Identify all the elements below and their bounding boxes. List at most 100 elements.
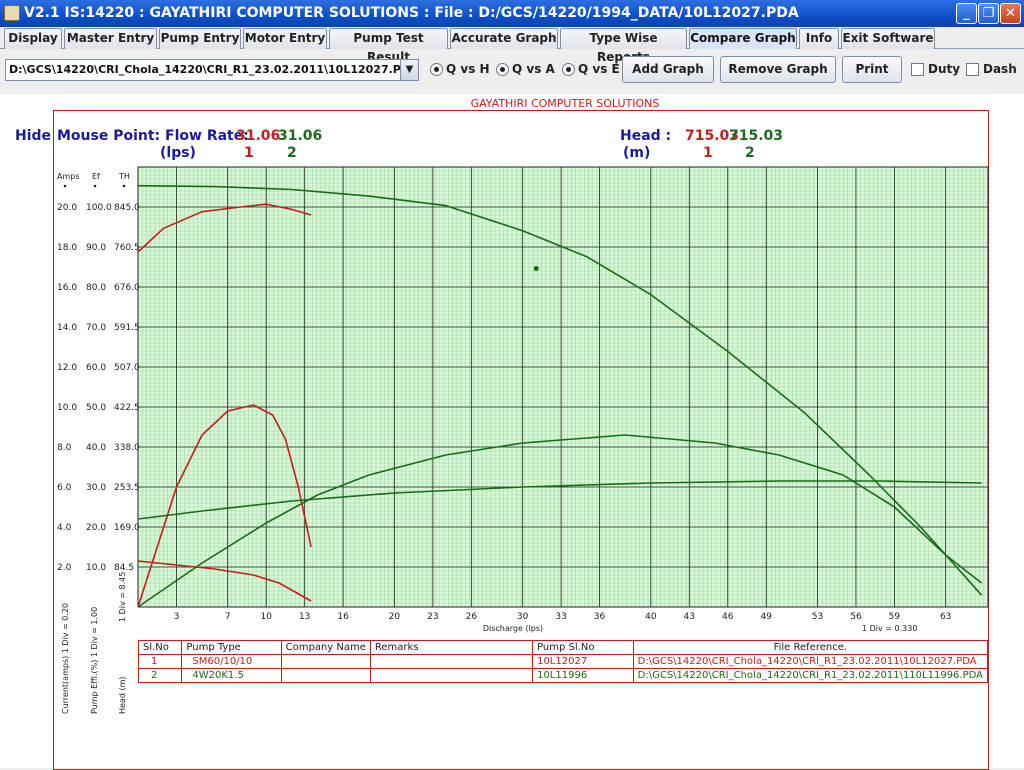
x-tick-label: 56 [850,612,862,622]
head-tick-label: 169.0 [114,523,140,533]
tab-compare-graph[interactable]: Compare Graph [689,28,797,49]
x-tick-label: 53 [812,612,823,622]
head-axis-label: Head (m) [118,677,127,715]
radio-q-vs-h[interactable] [430,63,443,76]
minimize-button[interactable]: _ [956,3,977,24]
remove-graph-button[interactable]: Remove Graph [720,56,836,83]
tab-info[interactable]: Info [799,28,839,49]
head-tick-label: 253.5 [114,483,140,493]
radio-q-vs-e-label: Q vs E [578,62,620,76]
head-value-2: 715.03 [729,128,784,144]
tab-motor-entry[interactable]: Motor Entry [243,28,327,49]
efficiency-curve-1 [137,404,312,608]
cell-remarks [369,668,534,683]
chevron-down-icon[interactable]: ▼ [400,60,418,80]
col-header-pump-type: Pump Type [181,640,282,655]
plot-border [137,166,989,608]
major-grid [138,167,988,607]
efficiency-tick-label: 90.0 [86,243,106,253]
tab-display[interactable]: Display [4,28,62,49]
head-axis-header: TH [118,172,130,181]
col-header-remarks: Remarks [369,640,534,655]
window-title: V2.1 IS:14220 : GAYATHIRI COMPUTER SOLUT… [24,5,799,21]
cell-remarks [369,654,534,669]
maximize-button[interactable]: ❐ [978,3,999,24]
tab-pump-entry[interactable]: Pump Entry [159,28,241,49]
efficiency-tick-label: 60.0 [86,363,106,373]
cell-slno: 1 [137,654,183,669]
tab-master-entry[interactable]: Master Entry [64,28,157,49]
x-tick-label: 13 [299,612,310,622]
x-tick-label: 20 [389,612,401,622]
cell-pump-slno: 10L12027 [532,654,634,669]
amps-tick-label: 18.0 [57,243,77,253]
head-value-1: 715.03 [685,128,740,144]
add-graph-button[interactable]: Add Graph [622,56,714,83]
flow-unit: (lps) [160,145,196,161]
file-select[interactable]: D:\GCS\14220\CRI_Chola_14220\CRI_R1_23.0… [5,59,419,81]
file-select-value: D:\GCS\14220\CRI_Chola_14220\CRI_R1_23.0… [9,63,419,76]
cell-pump-type: SM60/10/10 [181,654,282,669]
x-division-label: 1 Div = 0.330 [862,624,917,633]
duty-checkbox[interactable] [911,63,924,76]
x-tick-label: 36 [594,612,606,622]
tab-pump-test-result[interactable]: Pump Test Result [329,28,448,64]
head-tick-label: 591.5 [114,323,140,333]
x-tick-label: 7 [225,612,231,622]
efficiency-tick-label: 80.0 [86,283,106,293]
x-tick-label: 16 [337,612,349,622]
table-row[interactable]: 1 SM60/10/10 10L12027 D:\GCS\14220\CRI_C… [137,654,989,669]
tab-accurate-graph[interactable]: Accurate Graph [450,28,558,49]
efficiency-marker-icon [93,184,97,188]
table-row[interactable]: 2 4W20K1.5 10L11996 D:\GCS\14220\CRI_Cho… [137,668,989,683]
x-tick-label: 3 [174,612,180,622]
current-curve-2 [137,480,982,520]
head-tick-label: 338.0 [114,443,140,453]
x-tick-label: 43 [684,612,695,622]
compare-graph-panel: GAYATHIRI COMPUTER SOLUTIONS Hide Mouse … [0,94,1024,770]
col-header-slno: Sl.No [137,640,183,655]
x-tick-label: 46 [722,612,734,622]
dash-checkbox[interactable] [966,63,979,76]
amps-tick-label: 12.0 [57,363,77,373]
amps-tick-label: 6.0 [57,483,72,493]
tab-type-wise-reports[interactable]: Type Wise Reports [560,28,687,64]
head-tick-label: 84.5 [114,563,134,573]
efficiency-tick-label: 70.0 [86,323,106,333]
mouse-point-label: Mouse Point: Flow Rate: [57,128,249,144]
mouse-point-marker [533,266,539,272]
head-tick-label: 676.0 [114,283,140,293]
efficiency-tick-label: 10.0 [86,563,106,573]
x-tick-label: 33 [555,612,566,622]
series-index-1: 1 [244,145,254,161]
flow-rate-value-1: 31.06 [236,128,281,144]
col-header-file-reference: File Reference. [632,640,989,655]
efficiency-tick-label: 50.0 [86,403,106,413]
radio-q-vs-e[interactable] [562,63,575,76]
x-tick-label: 23 [427,612,438,622]
java-app-icon [4,5,20,21]
cell-pump-type: 4W20K1.5 [181,668,282,683]
title-bar: V2.1 IS:14220 : GAYATHIRI COMPUTER SOLUT… [0,0,1024,27]
pump-compare-table: Sl.No Pump Type Company Name Remarks Pum… [137,640,989,683]
duty-label: Duty [928,62,961,76]
head-tick-label: 760.5 [114,243,140,253]
amps-marker-icon [63,184,67,188]
tab-exit-software[interactable]: Exit Software [841,28,935,49]
cell-file-reference: D:\GCS\14220\CRI_Chola_14220\CRI_R1_23.0… [632,654,989,669]
current-axis-label: Current(amps) 1 Div = 0.20 [61,603,70,714]
close-button[interactable]: ✕ [1000,3,1021,24]
amps-tick-label: 2.0 [57,563,72,573]
x-axis-label: Discharge (lps) [483,624,543,633]
radio-q-vs-a[interactable] [496,63,509,76]
head-tick-label: 422.5 [114,403,140,413]
current-curve-1 [137,560,312,602]
x-tick-label: 40 [645,612,657,622]
radio-q-vs-h-label: Q vs H [446,62,490,76]
head-index-1: 1 [703,145,713,161]
head-index-2: 2 [745,145,755,161]
efficiency-curve-2 [137,434,983,608]
print-button[interactable]: Print [842,56,902,83]
hide-button[interactable]: Hide [15,128,52,144]
